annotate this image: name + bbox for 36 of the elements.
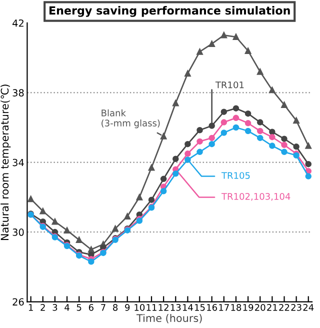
x-tick-label: 6 — [88, 304, 94, 311]
x-tick-label: 16 — [207, 304, 218, 311]
x-tick-label: 7 — [101, 304, 106, 311]
x-tick-label: 4 — [64, 304, 70, 311]
x-tick-label: 8 — [113, 304, 118, 311]
x-tick-label: 5 — [76, 304, 82, 311]
x-axis-title: Time (hours) — [136, 314, 202, 324]
x-tick-label: 2 — [40, 304, 45, 311]
y-tick-label: 38 — [12, 89, 24, 96]
y-tick-label: 34 — [12, 158, 24, 166]
y-tick-label: 30 — [12, 228, 24, 236]
chart-title: Energy saving performance simulation — [50, 6, 290, 17]
y-tick-label: 42 — [12, 19, 24, 27]
x-tick-label: 20 — [255, 304, 266, 311]
y-tick-label: 26 — [12, 298, 24, 306]
text: TR105 — [221, 172, 250, 179]
y-axis-title: Natural room temperature(℃) — [0, 84, 11, 240]
x-tick-label: 21 — [267, 304, 278, 311]
x-tick-label: 11 — [146, 304, 156, 311]
series-label: Blank (3-mm glass) — [102, 109, 160, 128]
x-tick-label: 1 — [28, 304, 33, 311]
text: TR101 — [215, 81, 244, 88]
x-tick-label: 15 — [195, 304, 205, 311]
x-tick-label: 14 — [182, 304, 193, 311]
x-tick-label: 12 — [158, 304, 168, 311]
x-tick-label: 18 — [231, 304, 242, 311]
x-tick-label: 13 — [170, 304, 181, 311]
x-tick-label: 10 — [134, 304, 145, 311]
x-tick-label: 17 — [219, 304, 229, 311]
x-tick-label: 22 — [279, 304, 290, 311]
x-tick-label: 3 — [52, 304, 58, 311]
x-tick-label: 19 — [243, 304, 254, 311]
x-tick-label: 24 — [303, 304, 314, 311]
text: TR102,103,104 — [221, 193, 290, 201]
x-tick-label: 9 — [125, 304, 130, 311]
x-tick-label: 23 — [291, 304, 302, 311]
